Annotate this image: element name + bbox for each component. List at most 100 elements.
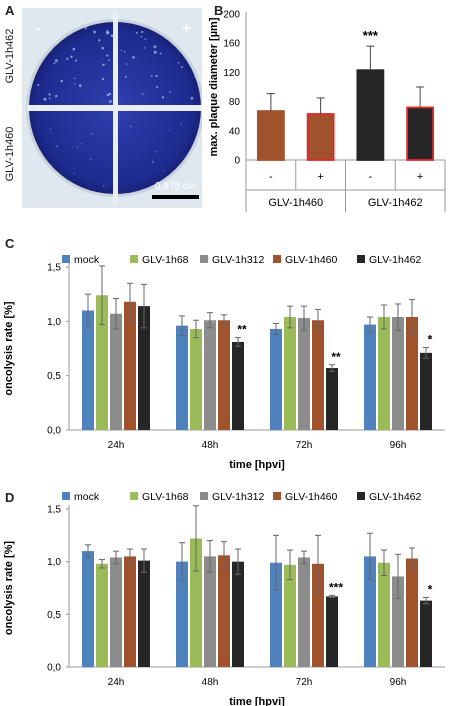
significance-label: **: [331, 350, 341, 364]
x-sign-label: +: [317, 171, 323, 183]
plaque-dot: [54, 59, 58, 63]
legend-swatch: [273, 492, 281, 500]
legend-entry: GLV-1h68: [142, 491, 189, 503]
plaque-dot: [84, 27, 87, 30]
plaque-dot: [73, 173, 75, 175]
plaque-dot: [66, 57, 69, 60]
legend-entry: GLV-1h462: [369, 254, 422, 266]
legend-entry: GLV-1h312: [212, 491, 265, 503]
photo-minus-label: -: [36, 20, 41, 36]
bar-glv-1h460: [218, 555, 230, 667]
legend-swatch: [200, 255, 208, 263]
plaque-dot: [169, 91, 171, 93]
plaque-dot: [132, 56, 135, 59]
plaque-dot: [129, 125, 132, 128]
plaque-dot: [150, 75, 153, 77]
plaque-dot: [101, 46, 105, 50]
x-tick-label: 72h: [296, 677, 313, 688]
y-tick-label: 120: [223, 68, 240, 79]
plaque-dot: [43, 97, 47, 101]
x-axis-label: time [hpvi]: [229, 696, 285, 706]
bar-glv-1h462: [326, 368, 338, 430]
bar-glv-1h460: [406, 316, 418, 430]
y-tick-label: 40: [229, 126, 241, 137]
bar-mock: [270, 328, 282, 430]
plaque-dot: [141, 93, 144, 95]
legend-swatch: [200, 492, 208, 500]
bar-glv-1h68: [96, 295, 108, 430]
plaque-dot: [135, 31, 138, 34]
bar-glv-1h460: [312, 563, 324, 667]
x-tick-label: 96h: [390, 677, 407, 688]
bar-glv-1h460: [312, 320, 324, 430]
y-tick-label: 200: [223, 10, 240, 21]
plaque-dot: [89, 158, 92, 161]
plaque-dot: [108, 92, 112, 96]
y-tick-label: 1,5: [47, 263, 61, 274]
legend-entry: GLV-1h460: [285, 491, 338, 503]
plaque-dot: [74, 59, 78, 62]
significance-label: ***: [329, 580, 343, 594]
bar-glv-1h68: [96, 563, 108, 667]
y-tick-label: 0,5: [47, 371, 61, 382]
plaque-dot: [72, 145, 74, 147]
y-tick-label: 0: [234, 156, 240, 167]
legend-swatch: [357, 492, 365, 500]
panel-letter-d: D: [5, 490, 15, 505]
plaque-dot: [153, 50, 157, 54]
bar---0: [256, 110, 285, 161]
x-tick-label: 48h: [202, 677, 219, 688]
plaque-dot: [108, 59, 110, 62]
plaque-dot: [93, 30, 96, 34]
significance-label: **: [237, 323, 247, 337]
plaque-dot: [159, 52, 162, 55]
legend-swatch: [62, 255, 70, 263]
bar-glv-1h68: [190, 328, 202, 430]
plaque-dot: [162, 170, 165, 172]
panel-letter-b: B: [214, 3, 224, 18]
plaque-dot: [169, 129, 171, 131]
plaque-dot: [140, 35, 143, 38]
plaque-dot: [89, 117, 91, 119]
plaque-dot: [154, 150, 157, 153]
plaque-dot: [105, 30, 109, 34]
oncolysis-chart-c: mock GLV-1h68 GLV-1h312 GLV-1h460 GLV-1h462 o…: [3, 254, 445, 471]
plaque-dot: [143, 47, 146, 49]
plaque-dot: [74, 83, 76, 85]
group-label: GLV-1h460: [268, 197, 323, 209]
plaque-dot: [180, 123, 182, 125]
y-tick-label: 0,5: [47, 610, 61, 621]
bar-glv-1h312: [110, 313, 122, 430]
plaque-dot: [70, 55, 73, 58]
plaque-dot: [120, 49, 123, 52]
plaque-dot: [151, 160, 154, 163]
legend-swatch: [130, 255, 138, 263]
bar-mock: [270, 562, 282, 667]
legend-entry: GLV-1h460: [285, 254, 338, 266]
legend-swatch: [62, 492, 70, 500]
plate-image: [22, 8, 204, 208]
bar---2: [356, 69, 385, 161]
legend-swatch: [273, 255, 281, 263]
bar-glv-1h312: [204, 320, 216, 430]
legend-swatch: [357, 255, 365, 263]
plaque-dot: [123, 51, 126, 53]
plaque-dot: [102, 184, 105, 187]
bar-glv-1h312: [298, 318, 310, 430]
plaque-dot: [156, 85, 159, 89]
bar-glv-1h460: [124, 301, 136, 430]
bar-mock: [176, 561, 188, 667]
x-tick-label: 24h: [108, 440, 125, 451]
y-tick-label: 1,5: [47, 505, 61, 516]
panel-letter-c: C: [5, 236, 15, 251]
plaque-dot: [78, 84, 82, 88]
plaque-dot: [124, 75, 127, 78]
plaque-dot: [161, 96, 165, 99]
bar-glv-1h312: [204, 556, 216, 667]
plaque-dot: [101, 77, 105, 81]
plaque-diameter-chart: max. plaque diameter [µm] 0 40 80 120 160 200 -…: [208, 10, 446, 212]
plaque-dot: [55, 94, 58, 98]
plaque-dot: [155, 74, 158, 78]
y-tick-label: 1,0: [47, 317, 61, 328]
panel-letter-a: A: [5, 3, 15, 18]
